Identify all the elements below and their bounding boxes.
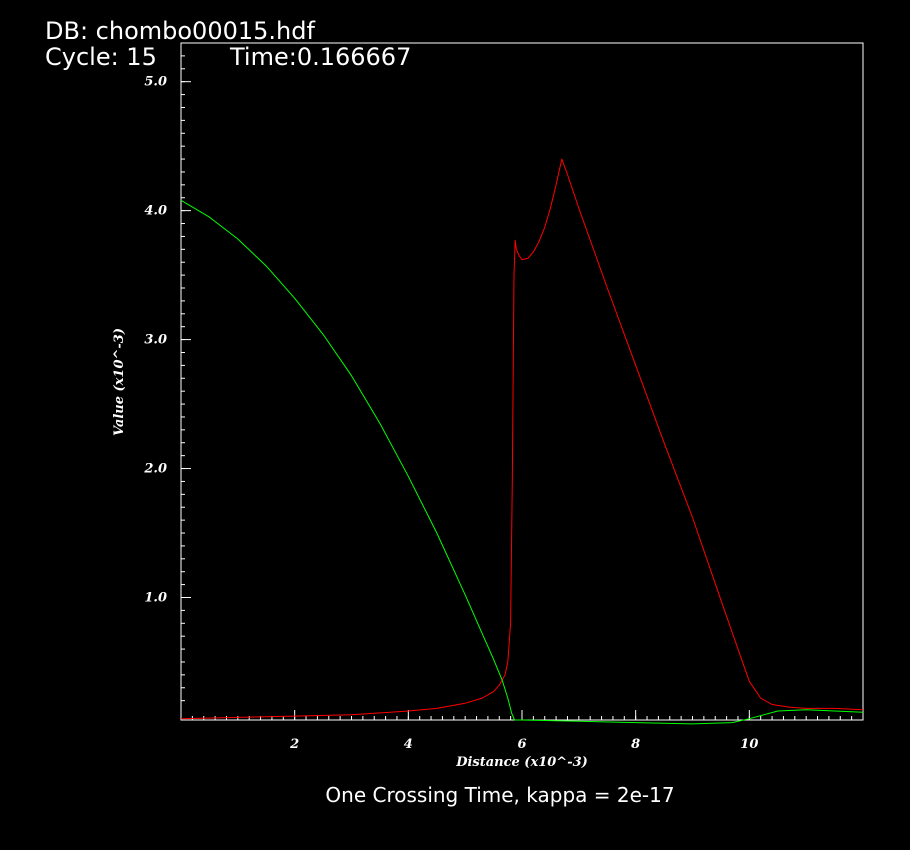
x-tick-label: 8 [631, 737, 640, 752]
y-tick-label: 1.0 [144, 590, 167, 605]
minor-ticks [180, 42, 864, 720]
series-line-1 [180, 158, 864, 720]
x-tick-label: 10 [740, 737, 758, 752]
database-label: DB: chombo00015.hdf [45, 17, 315, 45]
x-tick-label: 6 [517, 737, 526, 752]
series-line-2 [180, 199, 864, 725]
series-lines [180, 158, 864, 725]
y-tick-label: 2.0 [143, 462, 167, 477]
x-tick-label: 2 [289, 737, 299, 752]
time-label: Time:0.166667 [230, 43, 412, 71]
plot-frame [180, 42, 864, 721]
y-tick-label: 5.0 [144, 75, 167, 90]
y-axis-title: Value (x10^-3) [112, 328, 127, 436]
major-ticks [181, 81, 750, 720]
y-tick-labels: 1.0 2.0 3.0 4.0 5.0 [143, 75, 167, 606]
y-tick-label: 4.0 [144, 204, 167, 219]
plot-caption: One Crossing Time, kappa = 2e-17 [325, 783, 675, 807]
cycle-label: Cycle: 15 [45, 43, 157, 71]
x-axis-title: Distance (x10^-3) [455, 755, 588, 770]
x-tick-label: 4 [404, 737, 413, 752]
y-tick-label: 3.0 [144, 333, 167, 348]
x-tick-labels: 2 4 6 8 10 [289, 737, 758, 752]
